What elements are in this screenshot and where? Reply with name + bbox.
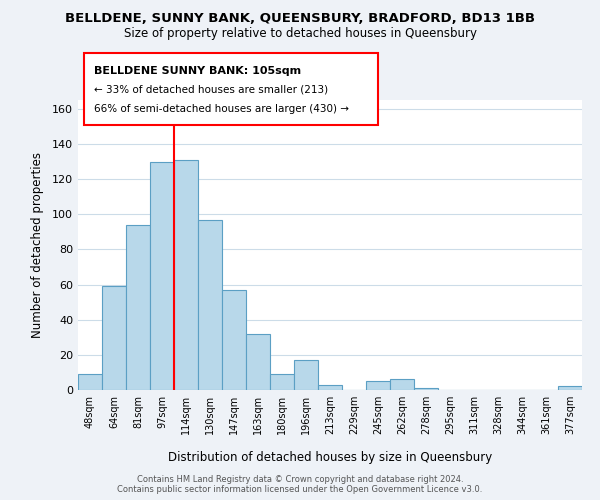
Bar: [150, 162, 174, 390]
Bar: [270, 374, 294, 390]
Text: BELLDENE, SUNNY BANK, QUEENSBURY, BRADFORD, BD13 1BB: BELLDENE, SUNNY BANK, QUEENSBURY, BRADFO…: [65, 12, 535, 26]
Text: Size of property relative to detached houses in Queensbury: Size of property relative to detached ho…: [124, 28, 476, 40]
Text: BELLDENE SUNNY BANK: 105sqm: BELLDENE SUNNY BANK: 105sqm: [94, 66, 301, 76]
Bar: [174, 160, 198, 390]
Y-axis label: Number of detached properties: Number of detached properties: [31, 152, 44, 338]
Text: Distribution of detached houses by size in Queensbury: Distribution of detached houses by size …: [168, 451, 492, 464]
Bar: [126, 225, 150, 390]
Bar: [294, 360, 318, 390]
Bar: [102, 286, 126, 390]
Bar: [198, 220, 222, 390]
Text: 66% of semi-detached houses are larger (430) →: 66% of semi-detached houses are larger (…: [94, 104, 349, 114]
Bar: [222, 290, 246, 390]
Bar: [246, 334, 270, 390]
Text: ← 33% of detached houses are smaller (213): ← 33% of detached houses are smaller (21…: [94, 85, 328, 95]
Bar: [318, 384, 342, 390]
Bar: [558, 386, 582, 390]
Bar: [414, 388, 438, 390]
Bar: [78, 374, 102, 390]
Text: Contains HM Land Registry data © Crown copyright and database right 2024.: Contains HM Land Registry data © Crown c…: [137, 475, 463, 484]
Bar: [366, 381, 390, 390]
Bar: [390, 380, 414, 390]
Text: Contains public sector information licensed under the Open Government Licence v3: Contains public sector information licen…: [118, 485, 482, 494]
